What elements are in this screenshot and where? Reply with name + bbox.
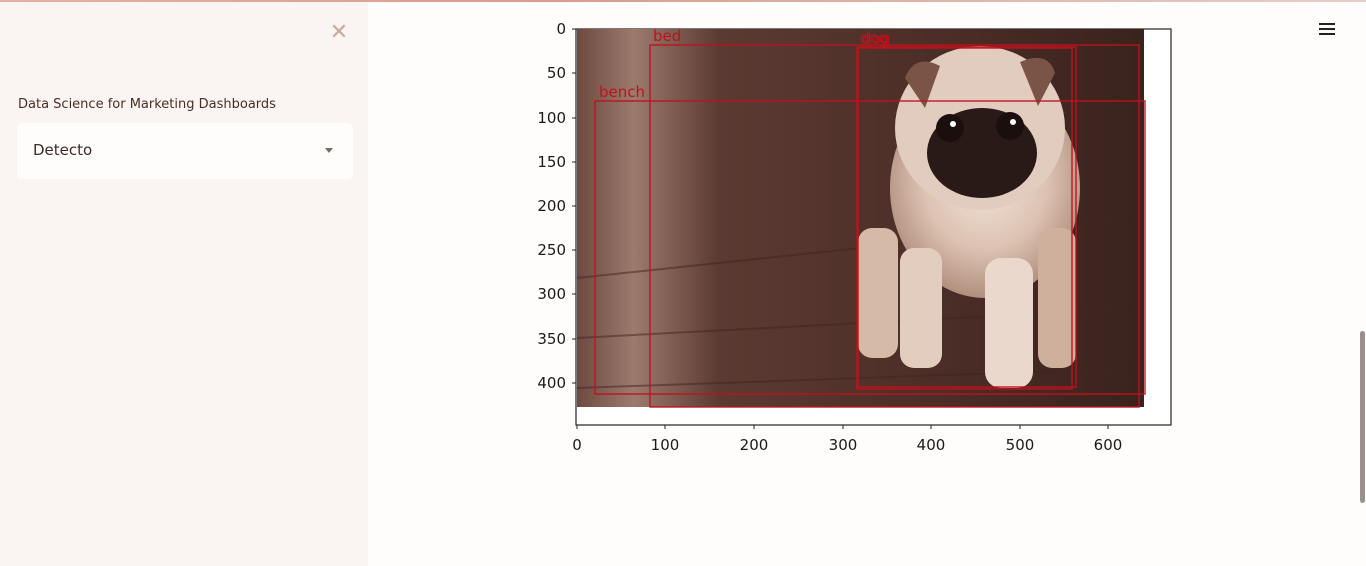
detection-plot: bed dog dog bench 0 50 100 150 200 250 3… <box>537 20 1172 454</box>
x-tick-label: 500 <box>1006 436 1035 454</box>
y-tick-label: 350 <box>537 330 566 348</box>
y-tick-label: 250 <box>537 241 566 259</box>
top-decoration-bar <box>0 0 1366 2</box>
detection-label: dog <box>860 29 888 47</box>
y-tick-label: 100 <box>537 109 566 127</box>
x-tick-label: 400 <box>917 436 946 454</box>
detection-label: dog <box>862 30 890 48</box>
x-tick-label: 0 <box>572 436 582 454</box>
detection-figure: bed dog dog bench 0 50 100 150 200 250 3… <box>520 18 1190 458</box>
detection-label: bed <box>653 27 681 45</box>
y-axis: 0 50 100 150 200 250 300 350 400 <box>537 20 576 392</box>
x-tick-label: 300 <box>829 436 858 454</box>
scrollbar[interactable] <box>1360 331 1365 503</box>
chevron-down-icon <box>325 148 333 153</box>
y-tick-label: 200 <box>537 197 566 215</box>
y-tick-label: 50 <box>547 64 566 82</box>
x-tick-label: 600 <box>1094 436 1123 454</box>
detection-label: bench <box>599 83 645 101</box>
x-axis: 0 100 200 300 400 500 600 <box>572 425 1122 454</box>
hamburger-menu-icon[interactable] <box>1316 20 1338 42</box>
pug-image <box>576 29 1145 407</box>
detection-labels: bed dog dog bench <box>599 27 890 101</box>
dog-box <box>857 46 1077 388</box>
model-select[interactable]: Detecto <box>17 123 353 179</box>
y-tick-label: 150 <box>537 153 566 171</box>
y-tick-label: 0 <box>556 20 566 38</box>
select-label: Data Science for Marketing Dashboards <box>18 97 276 112</box>
bed-box <box>649 44 1140 408</box>
select-value: Detecto <box>33 141 93 159</box>
y-tick-label: 300 <box>537 285 566 303</box>
y-tick-label: 400 <box>537 374 566 392</box>
x-tick-label: 100 <box>651 436 680 454</box>
close-icon[interactable]: ✕ <box>329 20 349 45</box>
dog-box <box>856 47 1073 390</box>
x-tick-label: 200 <box>740 436 769 454</box>
bench-box <box>594 100 1146 395</box>
detection-boxes <box>594 44 1146 408</box>
sidebar: ✕ Data Science for Marketing Dashboards … <box>0 2 368 566</box>
